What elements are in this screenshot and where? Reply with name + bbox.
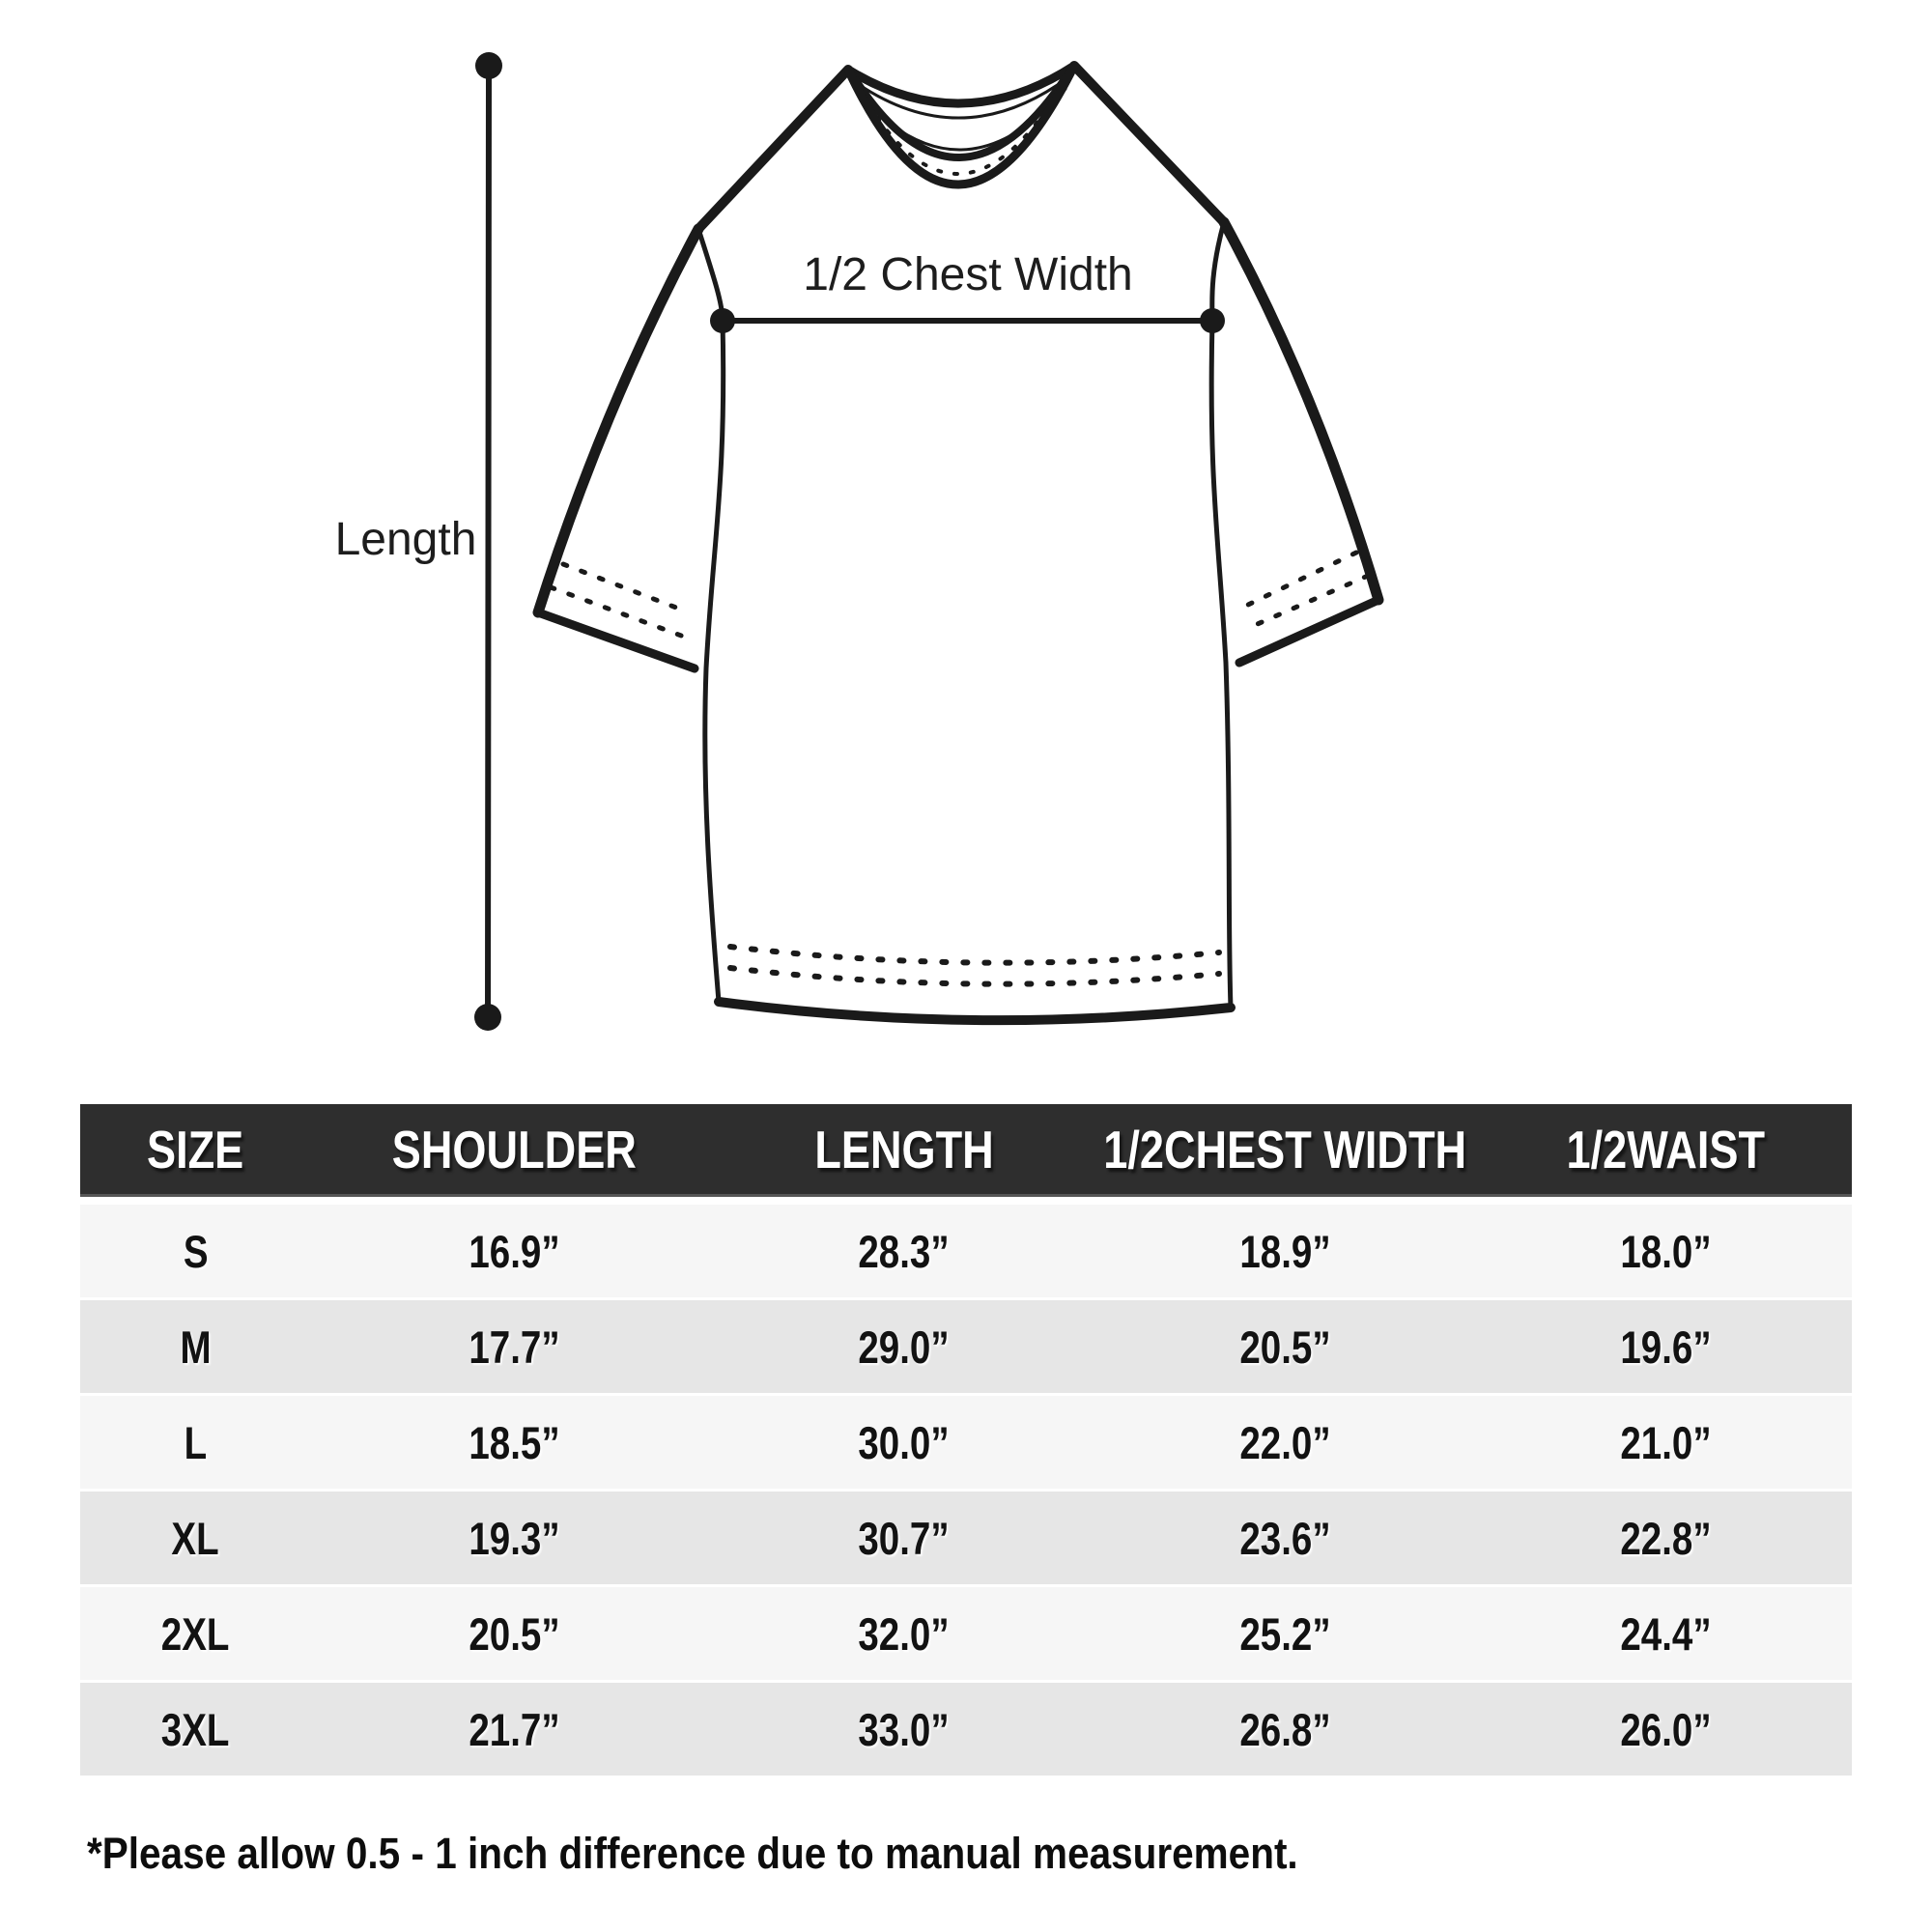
collar [843,61,1079,189]
half-chest-cell: 25.2” [1238,1607,1331,1660]
right-shoulder-seam [1069,61,1229,227]
length-cell: 33.0” [858,1703,950,1755]
measurement-disclaimer: *Please allow 0.5 - 1 inch difference du… [87,1829,1826,1879]
length-cell: 29.0” [858,1321,950,1373]
length-line-top-dot [475,52,502,79]
half-waist-cell: 22.8” [1620,1512,1712,1564]
shoulder-cell: 21.7” [469,1703,560,1755]
table-row-2xl: 2XL 20.5” 32.0” 25.2” 24.4” [80,1587,1852,1680]
size-cell: S [183,1225,209,1277]
shoulder-cell: 16.9” [469,1225,560,1277]
length-label: Length [335,514,477,565]
shoulder-cell: 19.3” [469,1512,560,1564]
half-waist-cell: 18.0” [1620,1225,1712,1277]
half-waist-cell: 26.0” [1620,1703,1712,1755]
collar-outer-arc [843,61,1079,189]
half-waist-cell: 19.6” [1620,1321,1712,1373]
collar-band-inner-arc [846,64,1076,161]
chest-line-right-dot [1200,308,1225,333]
left-sleeve-stitch-1 [548,584,695,642]
half-chest-cell: 18.9” [1238,1225,1331,1277]
bottom-hem [714,997,1236,1026]
collar-back-top-arc [843,61,1079,108]
table-row-l: L 18.5” 30.0” 22.0” 21.0” [80,1396,1852,1489]
half-chest-cell: 20.5” [1238,1321,1331,1373]
size-cell: 3XL [160,1703,230,1755]
right-sleeve-stitch-2 [1245,550,1359,608]
length-line-bottom-dot [474,1004,501,1031]
shoulder-cell: 17.7” [469,1321,560,1373]
right-sleeve-stitch-1 [1241,573,1371,633]
table-row-m: M 17.7” 29.0” 20.5” 19.6” [80,1300,1852,1393]
measurement-disclaimer-text: *Please allow 0.5 - 1 inch difference du… [87,1829,1298,1878]
right-sleeve-outer-edge [1218,216,1384,606]
length-cell: 30.0” [858,1416,950,1468]
size-cell: 2XL [160,1607,230,1660]
right-side-seam [1208,219,1234,1010]
shoulder-cell: 20.5” [469,1607,560,1660]
length-measure-line [474,52,502,1031]
size-cell: L [184,1416,207,1468]
length-cell: 32.0” [858,1607,950,1660]
chest-width-label: 1/2 Chest Width [803,249,1132,300]
left-shoulder-seam [694,65,853,234]
half-waist-cell: 24.4” [1620,1607,1712,1660]
length-cell: 28.3” [858,1225,950,1277]
bottom-hem-stitch-2 [727,944,1222,966]
bottom-hem-stitch-1 [727,965,1222,987]
chest-measure-line [710,308,1225,333]
header-half-chest-width: 1/2CHEST WIDTH [1103,1119,1467,1179]
left-sleeve-hem [533,608,699,673]
tshirt-diagram-svg: Length 1/2 Chest Width [335,52,1384,1031]
header-size: SIZE [147,1119,244,1179]
length-cell: 30.7” [858,1512,950,1564]
tshirt-measurement-diagram: Length 1/2 Chest Width [335,52,1384,1031]
shoulder-cell: 18.5” [469,1416,560,1468]
size-cell: M [180,1321,212,1373]
half-chest-cell: 22.0” [1238,1416,1331,1468]
header-shoulder: SHOULDER [391,1119,637,1179]
size-table-header-row: SIZE SHOULDER LENGTH 1/2CHEST WIDTH 1/2W… [80,1104,1852,1197]
table-row-3xl: 3XL 21.7” 33.0” 26.8” 26.0” [80,1683,1852,1776]
table-row-s: S 16.9” 28.3” 18.9” 18.0” [80,1205,1852,1297]
half-chest-cell: 23.6” [1238,1512,1331,1564]
header-length: LENGTH [814,1119,994,1179]
half-chest-cell: 26.8” [1238,1703,1331,1755]
table-row-xl: XL 19.3” 30.7” 23.6” 22.8” [80,1492,1852,1584]
left-sleeve-outer-edge [532,223,704,618]
tshirt-body [538,66,1378,1021]
header-half-waist: 1/2WAIST [1566,1119,1766,1179]
size-cell: XL [171,1512,219,1564]
chest-line-left-dot [710,308,735,333]
half-waist-cell: 21.0” [1620,1416,1712,1468]
size-table-body: S 16.9” 28.3” 18.9” 18.0” M 17.7” 29.0” … [80,1205,1852,1776]
collar-back-thin-arc-1 [852,75,1070,120]
left-sleeve-stitch-2 [560,561,692,615]
size-table: SIZE SHOULDER LENGTH 1/2CHEST WIDTH 1/2W… [80,1104,1852,1778]
right-sleeve-hem [1235,595,1383,668]
